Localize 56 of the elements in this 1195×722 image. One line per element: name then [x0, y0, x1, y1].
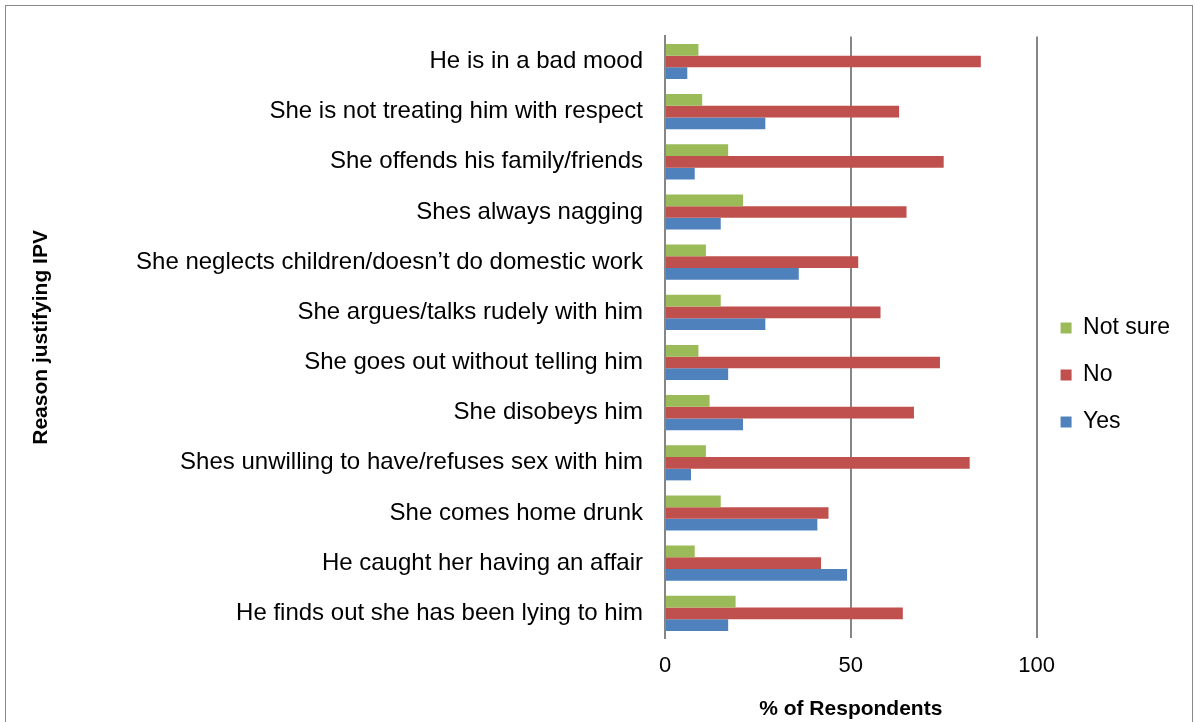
y-tick-label: She goes out without telling him	[304, 347, 643, 375]
bar	[666, 595, 736, 608]
bar	[666, 294, 721, 307]
bar	[666, 607, 903, 620]
bar	[666, 445, 706, 457]
y-tick-label: She disobeys him	[453, 397, 643, 425]
bar	[666, 569, 848, 581]
bar	[666, 368, 729, 381]
bar	[666, 217, 721, 230]
y-tick-label: He caught her having an affair	[321, 547, 643, 575]
bar	[666, 155, 944, 168]
bar	[666, 406, 914, 419]
y-tick-label: He finds out she has been lying to him	[236, 597, 643, 625]
x-tick-label: 0	[658, 651, 672, 677]
bar	[666, 144, 729, 156]
legend-label: Not sure	[1083, 313, 1171, 340]
bar	[666, 545, 695, 558]
bar	[666, 194, 744, 207]
y-tick-label: She offends his family/friends	[329, 146, 643, 174]
bar	[666, 468, 692, 481]
bar	[666, 94, 703, 106]
bar	[666, 456, 970, 469]
bar	[666, 105, 900, 118]
bar	[666, 67, 688, 80]
y-tick-label: She argues/talks rudely with him	[297, 296, 643, 324]
bar	[666, 318, 766, 330]
bar	[666, 619, 729, 631]
bar	[666, 167, 695, 180]
bar	[666, 55, 981, 68]
y-axis-title: Reason justifying IPV	[28, 230, 52, 445]
x-tick-label: 100	[1018, 651, 1055, 677]
bar	[666, 557, 822, 569]
y-tick-label: Shes always nagging	[416, 196, 643, 224]
bar	[666, 117, 766, 130]
y-tick-label: She is not treating him with respect	[269, 96, 644, 124]
x-tick-label: 50	[838, 651, 864, 677]
bar	[666, 244, 706, 257]
y-tick-label: He is in a bad mood	[429, 46, 643, 74]
bar	[666, 507, 829, 519]
bar	[666, 495, 721, 508]
x-axis-title: % of Respondents	[759, 696, 943, 720]
bar	[666, 418, 744, 431]
bar	[666, 356, 940, 369]
bar	[666, 306, 881, 319]
y-tick-label: She comes home drunk	[389, 497, 644, 525]
legend-label: Yes	[1083, 407, 1121, 434]
bar	[666, 43, 699, 56]
bar	[666, 256, 859, 268]
bar	[666, 518, 818, 531]
legend-label: No	[1083, 360, 1113, 387]
bar	[666, 395, 710, 407]
y-tick-label: She neglects children/doesn’t do domestic work	[136, 246, 644, 274]
y-tick-label: Shes unwilling to have/refuses sex with him	[180, 447, 643, 475]
bar	[666, 206, 907, 218]
bar	[666, 344, 699, 357]
bar	[666, 268, 799, 280]
